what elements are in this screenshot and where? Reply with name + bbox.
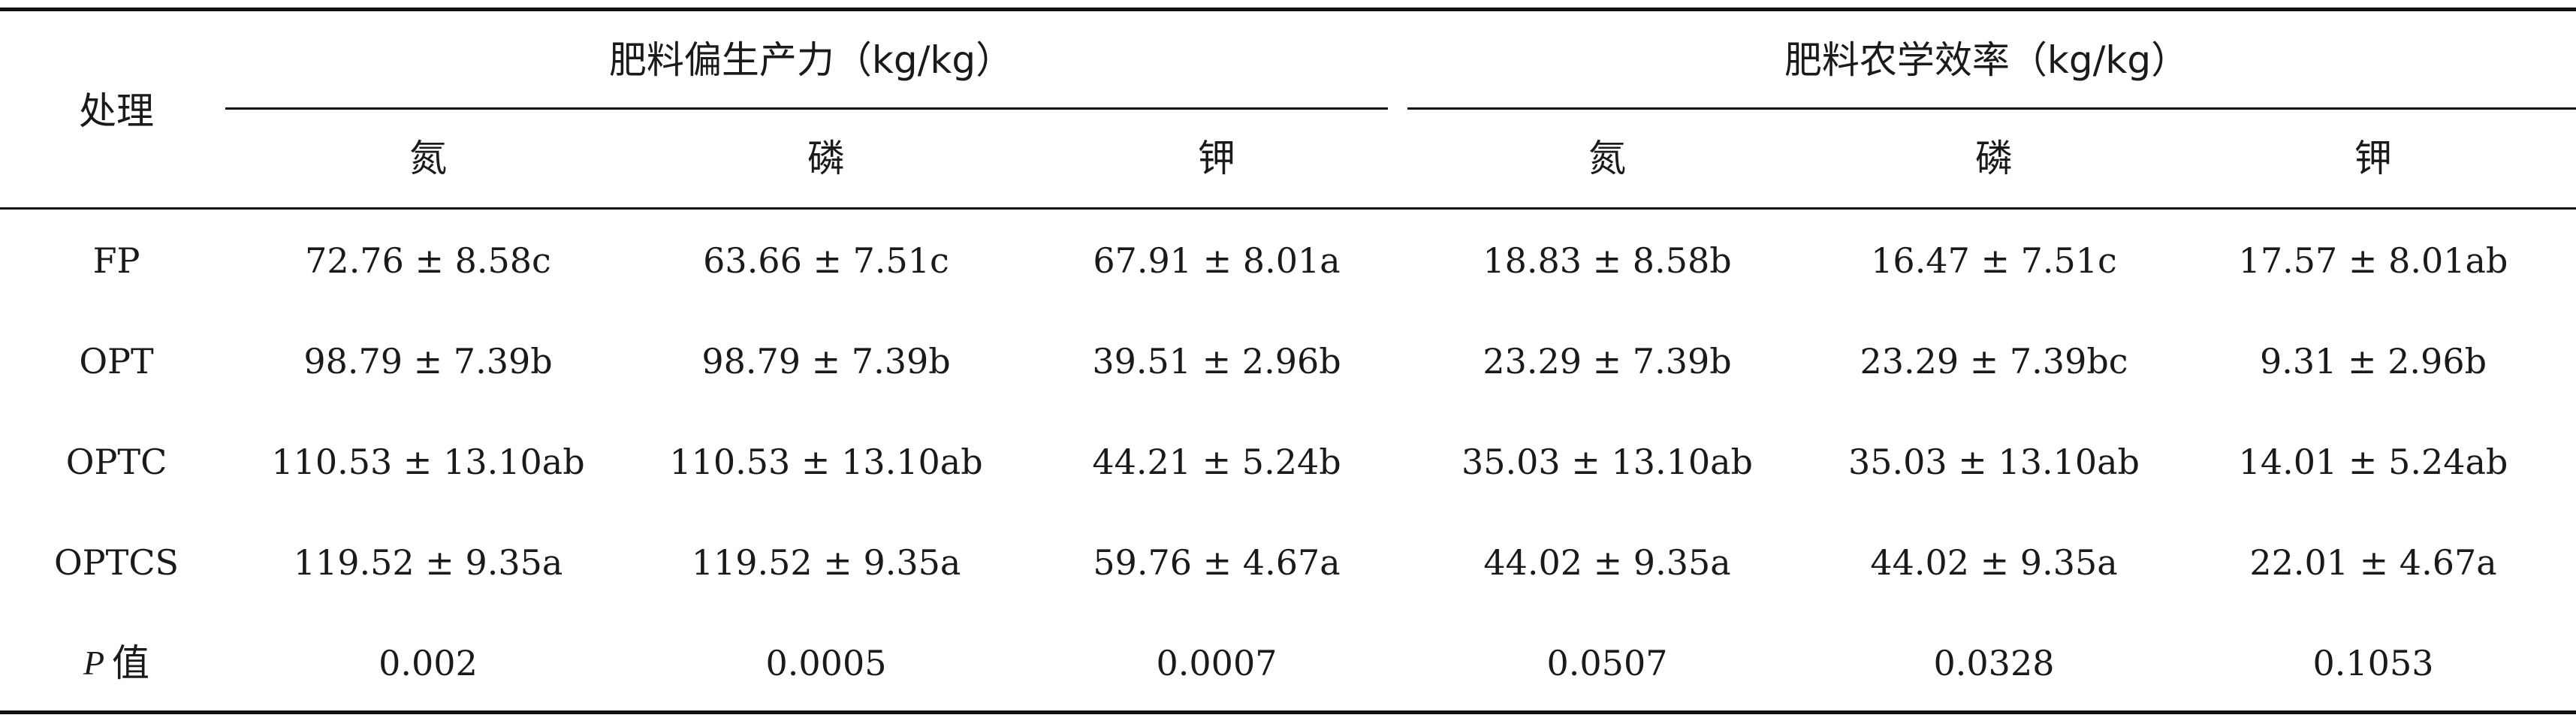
table-cell: 17.57 ± 8.01ab: [2238, 240, 2508, 281]
row-label: OPT: [79, 341, 154, 382]
table-cell: 110.53 ± 13.10ab: [669, 442, 983, 482]
header-treatment: 处理: [79, 89, 154, 133]
table-cell: 22.01 ± 4.67a: [2249, 542, 2497, 583]
table-cell: 39.51 ± 2.96b: [1092, 341, 1341, 382]
table-cell: 35.03 ± 13.10ab: [1848, 442, 2140, 482]
header-pfp-p: 磷: [807, 137, 845, 180]
table-cell: 67.91 ± 8.01a: [1093, 240, 1341, 281]
table-cell: 63.66 ± 7.51c: [703, 240, 949, 281]
p-value-cell: 0.0507: [1546, 643, 1668, 683]
row-label: OPTCS: [53, 542, 179, 583]
table-cell: 14.01 ± 5.24ab: [2238, 442, 2508, 482]
header-group-pfp: 肥料偏生产力（kg/kg）: [608, 38, 1014, 82]
header-group-ae: 肥料农学效率（kg/kg）: [1784, 38, 2189, 82]
group-rule-pfp: [225, 107, 1388, 110]
p-value-cell: 0.1053: [2312, 643, 2434, 683]
table-cell: 23.29 ± 7.39b: [1483, 341, 1732, 382]
p-symbol: P: [83, 644, 105, 682]
table-cell: 72.76 ± 8.58c: [305, 240, 551, 281]
header-ae-k: 钾: [2354, 137, 2392, 180]
header-pfp-n: 氮: [409, 137, 447, 180]
header-pfp-k: 钾: [1198, 137, 1235, 180]
table-cell: 18.83 ± 8.58b: [1483, 240, 1732, 281]
table-cell: 98.79 ± 7.39b: [303, 341, 553, 382]
p-value-cell: 0.0328: [1933, 643, 2055, 683]
table-cell: 119.52 ± 9.35a: [293, 542, 563, 583]
row-label: OPTC: [65, 442, 167, 482]
p-suffix: 值: [112, 641, 150, 685]
header-ae-p: 磷: [1975, 137, 2013, 180]
p-value-cell: 0.002: [379, 643, 478, 683]
table-cell: 44.02 ± 9.35a: [1483, 542, 1731, 583]
table-cell: 110.53 ± 13.10ab: [271, 442, 585, 482]
table-cell: 35.03 ± 13.10ab: [1461, 442, 1754, 482]
table-cell: 9.31 ± 2.96b: [2259, 341, 2487, 382]
table-cell: 59.76 ± 4.67a: [1093, 542, 1341, 583]
table-cell: 119.52 ± 9.35a: [691, 542, 961, 583]
table-cell: 16.47 ± 7.51c: [1871, 240, 2117, 281]
header-rule: [0, 207, 2576, 210]
p-value-cell: 0.0007: [1156, 643, 1277, 683]
top-rule: [0, 8, 2576, 11]
header-ae-n: 氮: [1588, 137, 1626, 180]
table-cell: 98.79 ± 7.39b: [701, 341, 951, 382]
row-label: FP: [92, 240, 140, 281]
table-cell: 44.02 ± 9.35a: [1870, 542, 2118, 583]
table-cell: 44.21 ± 5.24b: [1092, 442, 1341, 482]
p-value-cell: 0.0005: [765, 643, 887, 683]
bottom-rule: [0, 710, 2576, 714]
table-cell: 23.29 ± 7.39bc: [1860, 341, 2128, 382]
group-rule-ae: [1407, 107, 2576, 110]
